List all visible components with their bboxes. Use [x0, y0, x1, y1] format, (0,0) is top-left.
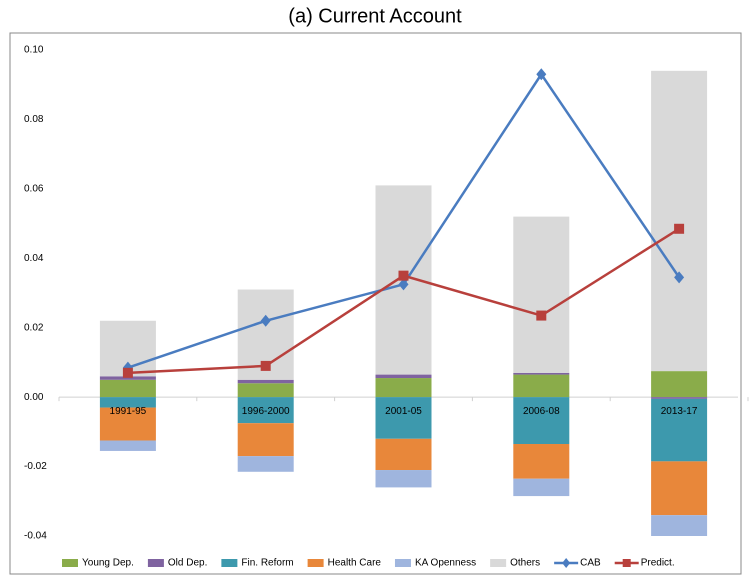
legend-swatch — [147, 559, 164, 567]
legend-label: Old Dep. — [168, 558, 207, 569]
legend-label: KA Openness — [415, 558, 476, 569]
bar-segment — [651, 515, 708, 536]
marker — [536, 68, 547, 81]
bar-segment — [513, 374, 570, 398]
legend-swatch — [490, 559, 507, 567]
marker — [536, 310, 547, 321]
y-tick-label: 0.10 — [24, 45, 44, 56]
legend-label: CAB — [580, 558, 601, 569]
marker — [398, 278, 409, 291]
y-tick-label: 0.08 — [24, 114, 44, 125]
bar-segment — [513, 444, 570, 479]
bar-segment — [99, 376, 156, 380]
bar-segment — [237, 379, 294, 384]
category-label: 2006-08 — [523, 406, 560, 417]
bar-segment — [375, 374, 432, 379]
legend-label: Fin. Reform — [241, 558, 293, 569]
legend-swatch — [307, 559, 324, 567]
y-tick-label: 0.02 — [24, 322, 44, 333]
bar-segment — [375, 470, 432, 488]
bar-segment — [651, 461, 708, 516]
marker — [122, 367, 133, 378]
marker — [398, 270, 409, 281]
bar-segment — [99, 407, 156, 441]
marker — [260, 314, 271, 327]
bar-segment — [513, 397, 570, 445]
bar-segment — [651, 371, 708, 398]
y-tick-label: 0.06 — [24, 183, 44, 194]
legend-label: Predict. — [641, 558, 675, 569]
bar-segment — [375, 378, 432, 398]
bar-segment — [513, 372, 570, 375]
category-label: 1996-2000 — [242, 406, 290, 417]
bar-segment — [237, 383, 294, 398]
bar-segment — [375, 397, 432, 439]
category-label: 1991-95 — [110, 406, 147, 417]
marker — [674, 223, 685, 234]
legend-label: Health Care — [328, 558, 382, 569]
bar-segment — [237, 397, 294, 424]
bar-segment — [237, 423, 294, 457]
y-tick-label: -0.02 — [24, 461, 47, 472]
y-tick-label: 0.00 — [24, 392, 44, 403]
bar-segment — [651, 397, 708, 399]
legend-swatch — [221, 559, 238, 567]
legend-label: Others — [510, 558, 540, 569]
legend-label: Young Dep. — [82, 558, 134, 569]
bar-segment — [651, 398, 708, 462]
category-label: 2001-05 — [385, 406, 422, 417]
legend-swatch — [62, 559, 78, 567]
bar-segment — [651, 70, 708, 372]
legend-marker — [562, 558, 571, 568]
legend-marker — [622, 559, 631, 567]
bar-segment — [99, 440, 156, 451]
bar-segment — [513, 216, 570, 373]
y-tick-label: 0.04 — [24, 253, 44, 264]
y-tick-label: -0.04 — [24, 531, 47, 542]
bar-segment — [99, 397, 156, 408]
marker — [674, 271, 685, 284]
bar-segment — [237, 456, 294, 472]
marker — [260, 360, 271, 371]
bar-segment — [375, 438, 432, 471]
category-label: 2013-17 — [661, 406, 698, 417]
chart-title: (a) Current Account — [288, 5, 462, 27]
bar-segment — [99, 379, 156, 398]
bar-segment — [513, 478, 570, 497]
legend-swatch — [394, 559, 411, 567]
